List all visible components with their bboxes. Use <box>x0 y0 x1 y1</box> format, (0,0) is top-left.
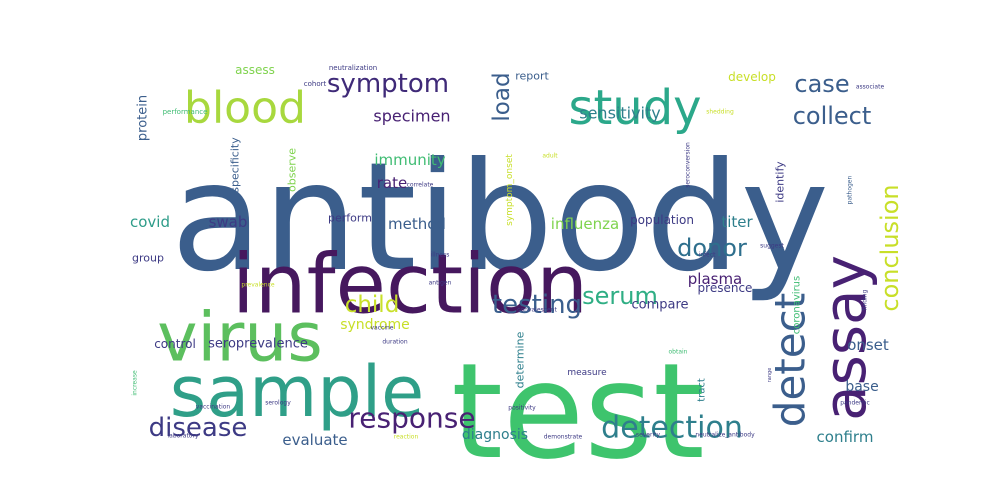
word-vaccination: vaccination <box>196 404 231 411</box>
word-assess: assess <box>235 63 275 77</box>
word-load: load <box>489 72 515 121</box>
word-base: base <box>845 379 878 395</box>
word-illness: illness <box>431 252 450 259</box>
word-rate: rate <box>377 174 407 192</box>
word-control: control <box>154 337 196 351</box>
word-presence: presence <box>698 281 753 295</box>
word-obtain: obtain <box>669 349 688 356</box>
word-plasma: plasma <box>688 270 743 288</box>
word-identify: identify <box>774 161 787 203</box>
word-study: study <box>568 80 701 136</box>
word-diagnosis: diagnosis <box>462 427 528 443</box>
word-test: test <box>451 335 705 489</box>
word-shedding: shedding <box>706 109 734 116</box>
word-vaccine: vaccine <box>371 325 394 332</box>
word-symptom: symptom <box>327 69 449 99</box>
word-compare: compare <box>631 298 688 313</box>
word-blood: blood <box>184 83 306 134</box>
word-adult: adult <box>542 153 558 160</box>
word-develop: develop <box>728 70 776 84</box>
word-specimen: specimen <box>373 107 450 126</box>
word-range: range <box>767 368 773 383</box>
word-response: response <box>348 402 475 435</box>
word-finding: finding <box>862 289 869 310</box>
word-antigen: antigen <box>429 280 452 287</box>
word-infect: infect <box>699 252 717 259</box>
word-disease: disease <box>149 413 248 443</box>
word-associate: associate <box>856 84 885 91</box>
word-tract: tract <box>697 378 708 402</box>
word-sensitivity: sensitivity <box>579 104 660 123</box>
word-convalescent: convalescent <box>517 307 557 314</box>
word-duration: duration <box>382 339 407 346</box>
word-seroconversion: seroconversion <box>685 142 692 188</box>
word-serum: serum <box>582 282 658 310</box>
word-symptom-onset: symptom_onset <box>505 154 515 226</box>
word-conclusion: conclusion <box>876 184 904 311</box>
word-observe: observe <box>286 148 299 192</box>
word-covid: covid <box>130 213 170 231</box>
word-testing: testing <box>492 290 582 320</box>
word-coronavirus: coronavirus <box>792 276 803 334</box>
word-onset: onset <box>847 336 889 354</box>
word-pandemic: pandemic <box>840 400 870 407</box>
word-group: group <box>132 252 164 265</box>
word-demonstrate: demonstrate <box>544 434 583 441</box>
word-neutralization: neutralization <box>329 64 377 72</box>
word-neutralize-antibody: neutralize_antibody <box>695 432 755 439</box>
word-child: child <box>345 292 400 318</box>
word-serology: serology <box>265 400 291 407</box>
word-sample: sample <box>170 351 425 433</box>
word-detection: detection <box>601 411 743 446</box>
word-evaluate: evaluate <box>282 431 347 449</box>
word-protein: protein <box>136 95 151 141</box>
word-severity: severity <box>636 432 661 439</box>
word-prevalence: prevalence <box>241 282 275 289</box>
word-report: report <box>515 70 549 83</box>
word-population: population <box>630 213 694 227</box>
word-virus: virus <box>157 299 323 378</box>
word-performance: performance <box>163 108 208 116</box>
word-specificity: specificity <box>229 137 242 193</box>
word-reaction: reaction <box>394 434 419 441</box>
word-correlate: correlate <box>407 182 434 189</box>
word-detect: detect <box>766 293 815 427</box>
word-collect: collect <box>793 102 872 130</box>
word-perform: perform <box>328 212 372 225</box>
word-positivity: positivity <box>508 405 536 412</box>
word-immunity: immunity <box>374 151 445 169</box>
word-suggest: suggest <box>760 243 784 250</box>
word-determine: determine <box>514 331 527 388</box>
word-measure: measure <box>567 368 607 378</box>
word-case: case <box>794 70 849 98</box>
word-swab: swab <box>209 213 248 231</box>
word-influenza: influenza <box>551 215 619 233</box>
word-confirm: confirm <box>817 428 874 446</box>
word-pathogen: pathogen <box>847 176 854 205</box>
word-increase: increase <box>132 370 139 396</box>
word-laboratory: laboratory <box>167 433 198 440</box>
word-infection: infection <box>232 238 588 333</box>
word-cohort: cohort <box>304 80 327 88</box>
word-seroprevalence: seroprevalence <box>208 337 308 352</box>
word-titer: titer <box>721 213 753 231</box>
word-assay: assay <box>811 255 879 421</box>
word-method: method <box>388 215 446 233</box>
word-donor: donor <box>677 234 747 262</box>
word-antibody: antibody <box>171 131 829 305</box>
word-syndrome: syndrome <box>340 317 410 333</box>
